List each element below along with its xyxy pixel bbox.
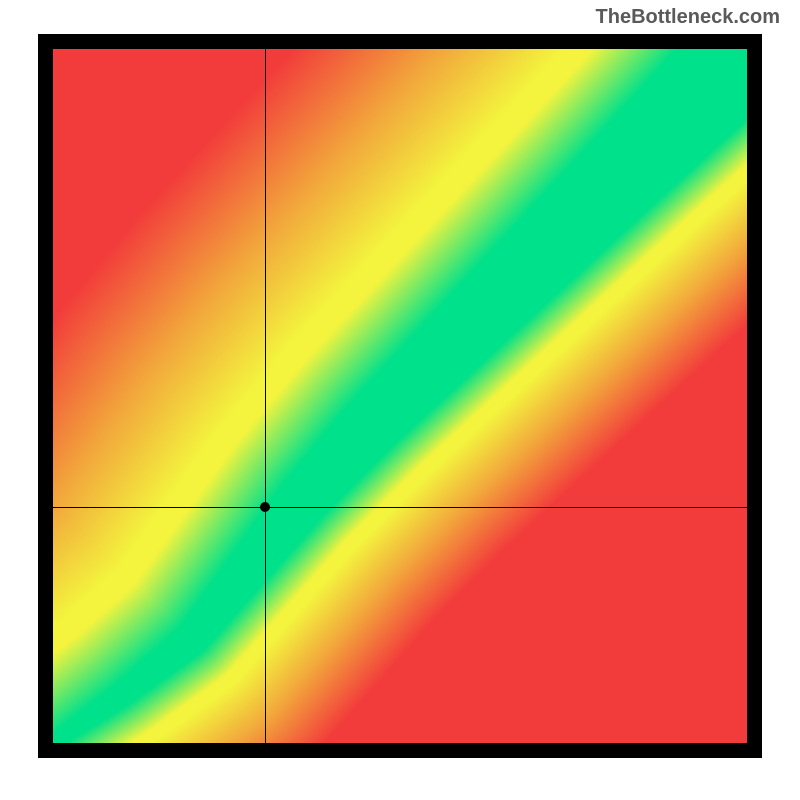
crosshair-horizontal — [53, 507, 747, 508]
attribution-text: TheBottleneck.com — [596, 6, 780, 29]
heatmap-canvas — [53, 49, 747, 743]
chart-frame — [38, 34, 762, 758]
crosshair-vertical — [265, 49, 266, 743]
marker-dot — [260, 502, 270, 512]
page-container: TheBottleneck.com — [0, 0, 800, 800]
